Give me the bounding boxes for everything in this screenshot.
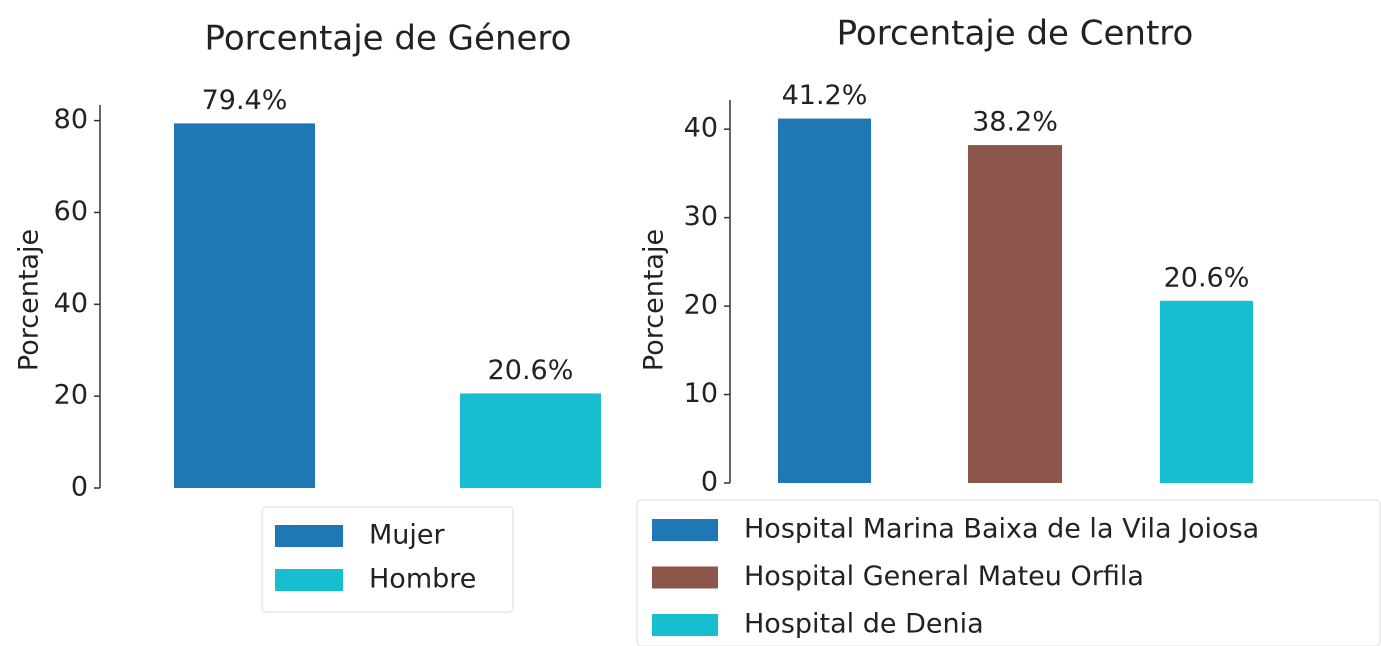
bar: [174, 123, 315, 489]
legend-swatch: [275, 525, 343, 547]
bar: [460, 393, 601, 488]
y-tick-label: 20: [54, 380, 88, 411]
legend-box: [636, 499, 1381, 646]
legend-label: Mujer: [369, 520, 446, 551]
y-tick-label: 0: [71, 472, 88, 503]
bar: [1160, 300, 1253, 483]
legend-swatch: [652, 519, 718, 541]
legend-label: Hospital General Mateu Orfila: [744, 561, 1144, 592]
value-label: 20.6%: [1164, 262, 1250, 293]
y-tick-label: 0: [701, 467, 718, 498]
y-tick-label: 40: [54, 288, 88, 319]
value-label: 41.2%: [782, 80, 868, 111]
y-tick-label: 80: [54, 104, 88, 135]
legend-swatch: [652, 614, 718, 636]
y-tick-label: 60: [54, 196, 88, 227]
chart-title: Porcentaje de Centro: [837, 14, 1194, 54]
y-tick-label: 20: [684, 290, 718, 321]
y-tick-label: 30: [684, 201, 718, 232]
legend-label: Hospital de Denia: [744, 609, 984, 640]
bar: [778, 118, 871, 483]
bar: [968, 145, 1062, 484]
y-axis-label: Porcentaje: [14, 229, 45, 371]
value-label: 79.4%: [202, 85, 288, 116]
legend-label: Hospital Marina Baixa de la Vila Joiosa: [744, 514, 1259, 545]
legend-label: Hombre: [369, 564, 476, 595]
legend-swatch: [275, 569, 343, 591]
value-label: 20.6%: [488, 355, 574, 386]
y-tick-label: 10: [684, 378, 718, 409]
legend-swatch: [652, 566, 718, 589]
chart-title: Porcentaje de Género: [205, 19, 572, 59]
y-axis-label: Porcentaje: [639, 229, 670, 371]
y-tick-label: 40: [684, 113, 718, 144]
value-label: 38.2%: [972, 107, 1058, 138]
